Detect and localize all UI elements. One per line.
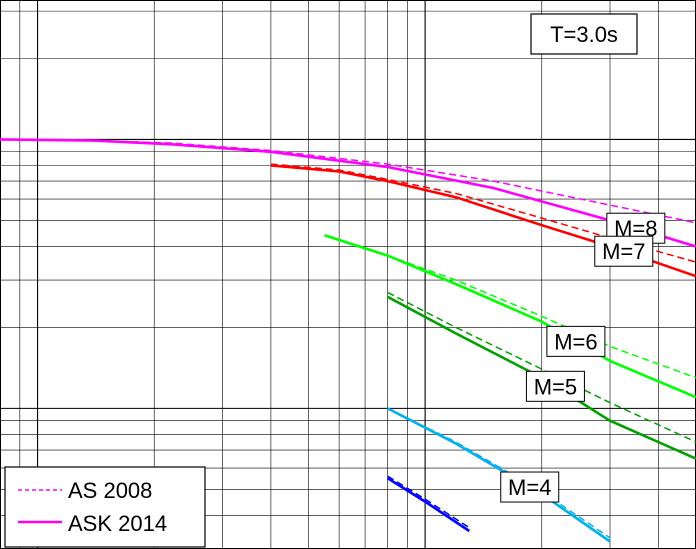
line-ask2014-m-8 xyxy=(0,138,696,248)
label-text-m-4: M=4 xyxy=(508,475,551,500)
label-m-7: M=7 xyxy=(594,235,654,267)
title-box: T=3.0s xyxy=(530,13,638,55)
legend-label-as2008: AS 2008 xyxy=(68,478,152,503)
legend-label-ask2014: ASK 2014 xyxy=(68,511,167,536)
label-box-m-6 xyxy=(546,325,606,357)
legend: AS 2008 ASK 2014 xyxy=(4,466,206,548)
line-as2008-m-8 xyxy=(0,138,696,224)
line-as2008-m-7 xyxy=(270,163,696,263)
line-as2008-series-5 xyxy=(387,475,470,529)
label-text-m-6: M=6 xyxy=(554,329,597,354)
label-m-4: M=4 xyxy=(500,471,560,503)
line-as2008-m-5 xyxy=(387,291,696,443)
label-box-m-5 xyxy=(525,370,585,402)
label-m-6: M=6 xyxy=(546,325,606,357)
label-text-m-5: M=5 xyxy=(534,374,577,399)
label-box-m-4 xyxy=(500,471,560,503)
line-ask2014-m-6 xyxy=(324,234,696,399)
label-m-5: M=5 xyxy=(525,370,585,402)
line-ask2014-m-4 xyxy=(387,407,611,543)
chart-title: T=3.0s xyxy=(550,22,618,47)
label-box-m-7 xyxy=(594,235,654,267)
series-labels: M=8M=7M=6M=5M=4 xyxy=(500,212,666,503)
line-ask2014-series-5 xyxy=(386,477,471,533)
label-text-m-7: M=7 xyxy=(602,239,645,264)
